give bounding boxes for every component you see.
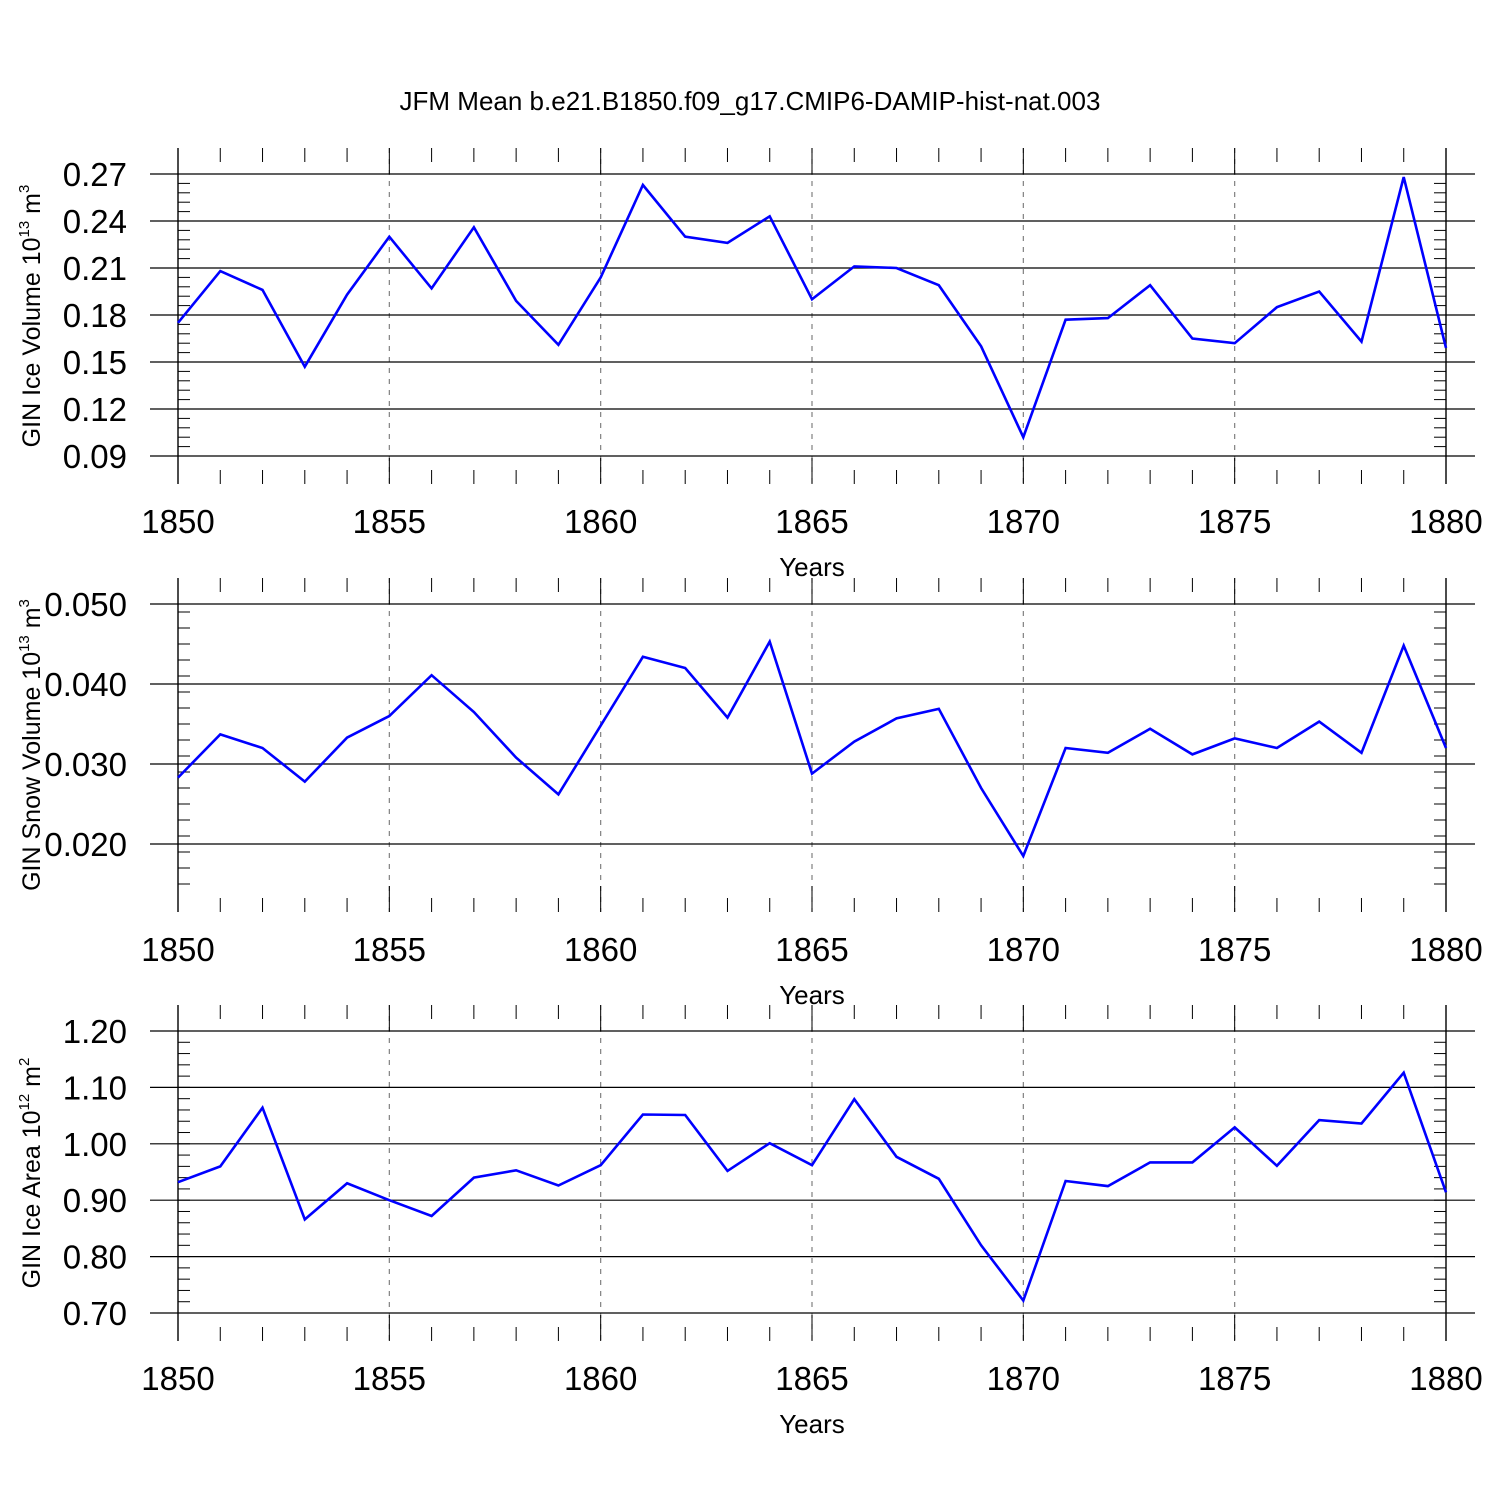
y-tick-label: 0.24 [63,203,127,240]
y-axis-title-superscript: 3 [16,185,33,193]
y-tick-label: 1.20 [63,1013,127,1050]
x-tick-label: 1880 [1409,1360,1482,1397]
x-tick-label: 1870 [987,503,1060,540]
y-axis-title-superscript: 13 [16,221,33,238]
y-axis-title-superscript: 12 [16,1094,33,1111]
x-tick-label: 1880 [1409,503,1482,540]
y-axis-title-part: m [18,607,46,635]
y-axis-title: GIN Snow Volume 1013 m3 [16,599,46,891]
chart-panel-1: 0.09 0.12 0.15 0.18 0.21 0.24 0.27 1850 1855 1860… [16,148,1483,582]
y-tick-label: 0.12 [63,391,127,428]
x-tick-label: 1875 [1198,1360,1271,1397]
x-tick-label: 1870 [987,931,1060,968]
x-tick-label: 1850 [141,503,214,540]
y-tick-label: 0.18 [63,297,127,334]
series-line [177,638,1448,859]
x-tick-label: 1860 [564,1360,637,1397]
y-tick-label: 0.80 [63,1239,127,1276]
x-tick-label: 1850 [141,1360,214,1397]
chart-panel-3: 0.70 0.80 0.90 1.00 1.10 1.20 1850 1855 1860 1865… [16,1005,1483,1439]
x-tick-label: 1875 [1198,931,1271,968]
y-tick-label: 0.27 [63,156,127,193]
y-axis-title-part: GIN Ice Area 10 [18,1110,46,1288]
series-line [177,1070,1448,1304]
y-axis-title: GIN Ice Area 1012 m2 [16,1058,46,1289]
y-axis-title-superscript: 13 [16,635,33,652]
x-tick-label: 1855 [353,931,426,968]
y-axis-title-part: GIN Ice Volume 10 [18,237,46,447]
x-tick-label: 1865 [775,931,848,968]
x-tick-label: 1865 [775,503,848,540]
series-line [176,176,1448,441]
y-axis-title-part: m [18,193,46,221]
y-axis-title-part: m [18,1066,46,1094]
y-tick-label: 1.10 [63,1069,127,1106]
x-tick-label: 1870 [987,1360,1060,1397]
x-tick-label: 1855 [353,1360,426,1397]
figure-title: JFM Mean b.e21.B1850.f09_g17.CMIP6-DAMIP… [400,86,1101,116]
y-tick-label: 0.90 [63,1182,127,1219]
x-axis-title: Years [779,1409,845,1439]
y-tick-label: 0.020 [44,826,127,863]
chart-panel-2: 0.020 0.030 0.040 0.050 1850 1855 1860 1865 1870… [16,578,1483,1010]
y-tick-label: 0.21 [63,250,127,287]
x-tick-label: 1855 [353,503,426,540]
y-tick-label: 0.70 [63,1295,127,1332]
y-tick-label: 0.040 [44,666,127,703]
y-tick-label: 0.09 [63,438,127,475]
x-axis-title: Years [779,552,845,582]
x-tick-label: 1875 [1198,503,1271,540]
y-tick-label: 1.00 [63,1126,127,1163]
x-tick-label: 1860 [564,503,637,540]
y-tick-label: 0.050 [44,586,127,623]
y-tick-label: 0.030 [44,746,127,783]
y-tick-label: 0.15 [63,344,127,381]
chart-panels: 0.09 0.12 0.15 0.18 0.21 0.24 0.27 1850 1855 1860… [16,148,1483,1439]
y-axis-title-superscript: 3 [16,599,33,607]
x-tick-label: 1850 [141,931,214,968]
x-tick-label: 1865 [775,1360,848,1397]
x-tick-label: 1860 [564,931,637,968]
y-axis-title-part: GIN Snow Volume 10 [18,652,46,891]
y-axis-title: GIN Ice Volume 1013 m3 [16,185,46,448]
y-axis-title-superscript: 2 [16,1058,33,1066]
x-tick-label: 1880 [1409,931,1482,968]
